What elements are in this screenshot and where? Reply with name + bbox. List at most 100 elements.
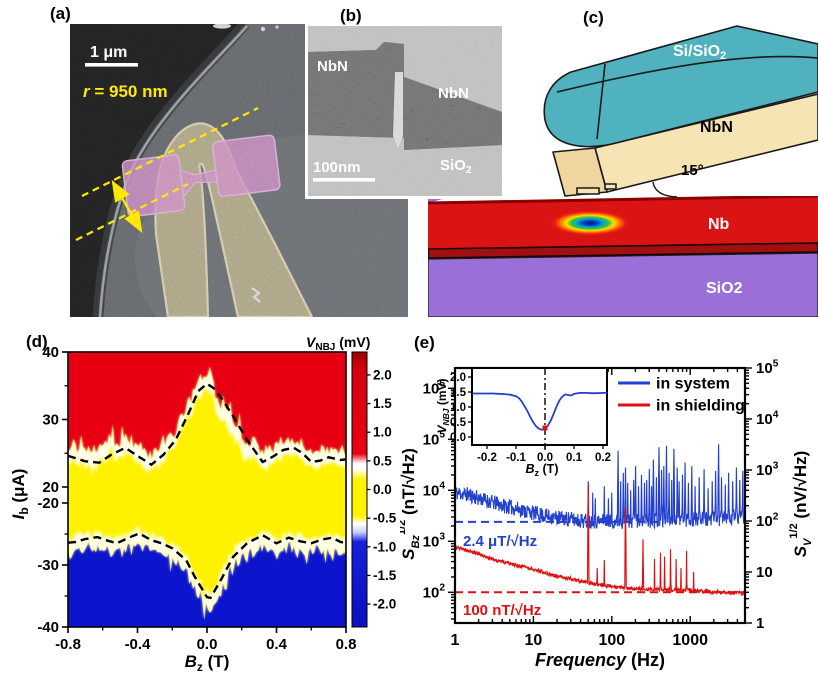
label-part: b: [17, 507, 31, 514]
tick-label: 102: [756, 511, 779, 530]
y-tick-label: 30: [42, 412, 59, 429]
label-part: (mV): [335, 336, 370, 350]
label-part: 5: [439, 430, 445, 441]
colorbar-tick-label: 1.0: [373, 425, 392, 440]
colorbar-tick-label: 2.0: [373, 367, 392, 382]
angle-arc: [652, 181, 678, 198]
x-tick-label: -0.4: [125, 636, 152, 653]
label-part: S: [400, 548, 418, 560]
chip-foot-detail: [576, 187, 600, 195]
si-sio2-label: Si/SiO2: [673, 43, 726, 62]
inset-y-axis-title: VNBJ (mV): [435, 378, 451, 433]
label-part: 4: [439, 481, 445, 492]
label-part: Bz: [410, 535, 422, 549]
x-tick-label: 1000: [672, 632, 708, 649]
label-part: (Hz): [626, 650, 665, 670]
panel-a-label: (a): [50, 4, 71, 23]
y-tick-label: 20: [42, 479, 59, 496]
radius-value: = 950 nm: [90, 82, 168, 101]
panel-e-label: (e): [414, 333, 435, 352]
label-part: I: [10, 513, 28, 519]
label-part: 1/2: [788, 523, 800, 538]
sio2-label-main: SiO: [440, 157, 466, 174]
panel-d-heatmap-chart: -0.8 -0.4 0.0 0.4 0.8 40 30 20-20 -30 -40 Bz (T) Ib…: [10, 336, 397, 674]
scale-bar-label: 100nm: [313, 159, 361, 176]
label-part: 10: [756, 513, 773, 530]
sio2-label: SiO2: [440, 157, 472, 176]
y-tick-label: -40: [37, 619, 59, 636]
chip-nbn-endcap: [552, 147, 608, 197]
x-tick-label: 10: [525, 632, 543, 649]
scale-bar: [85, 63, 138, 67]
label-part: 10: [756, 462, 773, 479]
tilt-angle-label: 15°: [681, 162, 704, 179]
tick-label: 104: [423, 481, 446, 500]
colorbar-tick-label: 0.5: [373, 453, 392, 468]
x-tick-label: 0.8: [336, 636, 357, 653]
inset-y-tick-label: 0.5: [450, 417, 467, 429]
label-part: 1: [756, 615, 764, 632]
sio2-substrate-label: SiO2: [706, 280, 743, 297]
label-part: 10: [423, 482, 440, 499]
panel-c-schematic: Si/SiO2 NbN 15°: [543, 25, 818, 198]
label-part: Frequency: [535, 650, 627, 670]
panel-c-cross-section: Nb SiO2: [428, 196, 818, 317]
radius-symbol: r: [83, 82, 91, 101]
scale-bar-label: 1 μm: [90, 44, 127, 61]
label-part: 2: [773, 511, 779, 522]
legend-label: in shielding: [656, 398, 745, 415]
field-hotspot: [550, 210, 630, 236]
nbn-left-label: NbN: [317, 58, 348, 75]
inset-x-tick-label: -0.1: [506, 452, 526, 464]
label-part: 3: [439, 532, 445, 543]
label-part: z: [535, 468, 540, 478]
label-part: NBJ: [315, 342, 335, 353]
tick-label: 102: [423, 583, 446, 602]
tick-label: 103: [756, 460, 779, 479]
label-part: 6: [439, 379, 445, 390]
panel-b-label: (b): [340, 6, 362, 25]
label-part: V: [435, 425, 449, 434]
y-tick-label: -30: [37, 557, 59, 574]
colorbar-title: VNBJ (mV): [306, 336, 370, 353]
label-part: B: [526, 462, 535, 476]
colorbar-tick-label: -2.0: [373, 597, 396, 612]
label-part: (nV/√Hz): [791, 451, 810, 524]
heatmap-negative-voltage-region: [68, 541, 346, 627]
chip-fold-line: [556, 55, 818, 93]
y-tick-label: 40: [42, 344, 59, 361]
label-part: 10: [423, 380, 440, 397]
label-part: 4: [773, 409, 779, 420]
inset-x-tick-label: 0.0: [537, 452, 553, 464]
inset-y-tick-label: 1.5: [450, 387, 467, 399]
y-axis-title: Ib (μA): [10, 469, 31, 520]
nbn-layer-label: NbN: [700, 119, 733, 136]
label-part: 10: [756, 411, 773, 428]
label-part: 1/2: [400, 520, 408, 535]
heatmap-upper-transition-band: [68, 366, 346, 476]
label-part: V: [802, 537, 814, 546]
x-axis-title: Bz (T): [185, 652, 230, 674]
label-part: NBJ: [441, 408, 451, 425]
inset-x-tick-label: 0.1: [566, 452, 583, 464]
colorbar-tick-label: 1.5: [373, 396, 392, 411]
chip-crease-line: [596, 63, 606, 140]
nb-label: Nb: [708, 216, 730, 233]
radius-dashed-line-upper: [81, 107, 259, 197]
panel-e-noise-spectrum-chart: 1 10 100 1000102103104105106110102103104105…: [400, 358, 814, 670]
label-part: 3: [773, 460, 779, 471]
tick-label: 105: [756, 358, 779, 377]
tick-label: 106: [423, 379, 446, 398]
x-tick-label: 0.4: [266, 636, 288, 653]
si-sio2-label-sub: 2: [720, 50, 726, 62]
tem-noise-overlay: [308, 26, 502, 196]
curve-in-shielding: [454, 483, 746, 597]
x-tick-label: 1: [451, 632, 460, 649]
colorbar-tick-label: -1.0: [373, 539, 396, 554]
tick-label: 103: [423, 532, 446, 551]
x-tick-label: -0.8: [55, 636, 81, 653]
curve-in-system: [454, 444, 746, 530]
chip-si-sio2-block: [543, 25, 818, 148]
label-part: z: [197, 660, 203, 674]
inset-y-tick-label: 1.0: [450, 402, 466, 414]
